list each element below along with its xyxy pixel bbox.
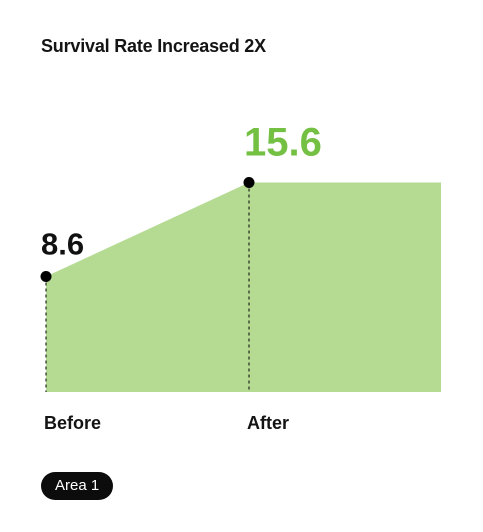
legend-item-area-1[interactable]: Area 1 — [41, 472, 114, 500]
x-tick-label-before: Before — [44, 413, 101, 433]
data-label-before: 8.6 — [41, 227, 84, 262]
data-point-before[interactable] — [40, 271, 52, 283]
data-point-after[interactable] — [243, 176, 255, 188]
data-label-after: 15.6 — [244, 120, 322, 164]
chart-title: Survival Rate Increased 2X — [41, 36, 266, 56]
area-series-area-1 — [46, 182, 441, 392]
x-tick-label-after: After — [247, 413, 289, 433]
